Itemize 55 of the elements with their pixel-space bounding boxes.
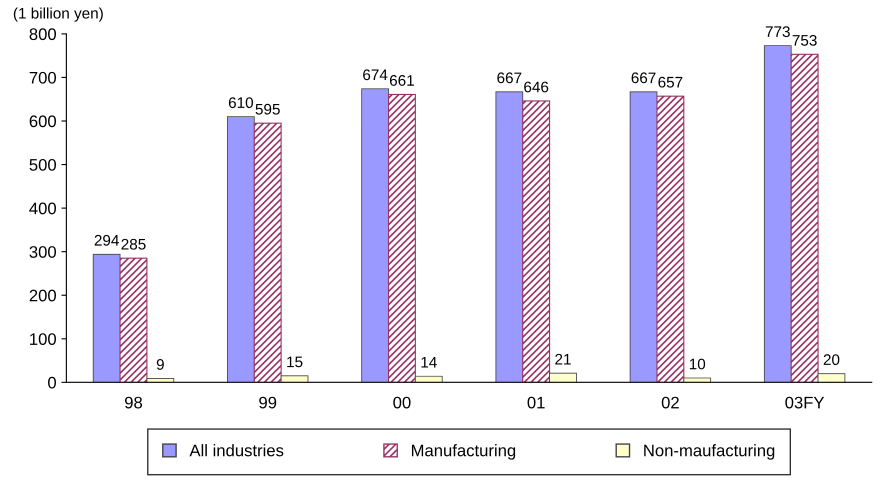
data-label: 9: [156, 359, 164, 370]
bar: [495, 91, 524, 382]
y-tick-label: 600: [30, 115, 56, 128]
y-tick-label: 800: [30, 28, 56, 40]
data-label: 294: [94, 234, 119, 246]
x-tick-label: 01: [528, 396, 545, 408]
bar: [656, 96, 684, 382]
x-tick-label: 99: [259, 396, 276, 408]
data-label: 667: [497, 72, 522, 84]
bar: [120, 258, 148, 382]
data-label: 14: [421, 357, 437, 368]
bar: [388, 94, 416, 382]
data-label: 657: [658, 76, 682, 88]
bar: [818, 373, 846, 382]
bar: [790, 54, 819, 382]
data-label: 773: [766, 26, 790, 38]
legend-label: Non-maufacturing: [644, 444, 774, 460]
x-tick-label: 00: [393, 396, 411, 408]
y-tick-label: 400: [29, 202, 56, 214]
bar: [549, 372, 577, 382]
bar: [683, 378, 712, 382]
bar: [522, 100, 550, 382]
y-axis-title: (1 billion yen): [14, 7, 103, 22]
y-tick-label: 200: [30, 290, 56, 302]
data-label: 646: [524, 82, 548, 92]
bar: [254, 122, 282, 382]
data-label: 15: [287, 356, 302, 368]
data-label: 20: [824, 354, 840, 366]
x-tick-label: 02: [662, 396, 679, 408]
legend-label: All industries: [189, 444, 284, 456]
y-tick-label: 100: [30, 333, 56, 346]
bar: [764, 45, 792, 382]
x-tick-label: 03FY: [785, 396, 824, 408]
data-label: 661: [390, 75, 414, 86]
data-label: 610: [228, 97, 254, 108]
bar: [630, 91, 658, 382]
bar: [280, 375, 308, 382]
legend-label: Manufacturing: [412, 444, 516, 460]
y-tick-label: 0: [48, 376, 56, 389]
data-label: 674: [363, 69, 388, 80]
bar: [227, 116, 255, 382]
bar: [361, 88, 389, 382]
data-label: 285: [122, 238, 146, 250]
y-tick-label: 300: [29, 246, 56, 258]
data-label: 10: [690, 358, 706, 370]
data-label: 595: [256, 104, 280, 115]
data-label: 667: [632, 72, 656, 84]
y-tick-label: 700: [30, 72, 56, 84]
data-label: 21: [555, 354, 571, 364]
bar: [92, 254, 120, 382]
bar: [414, 376, 443, 382]
y-tick-label: 500: [30, 158, 56, 171]
x-tick-label: 98: [125, 396, 142, 408]
data-label: 753: [792, 34, 817, 46]
bar: [146, 378, 174, 382]
